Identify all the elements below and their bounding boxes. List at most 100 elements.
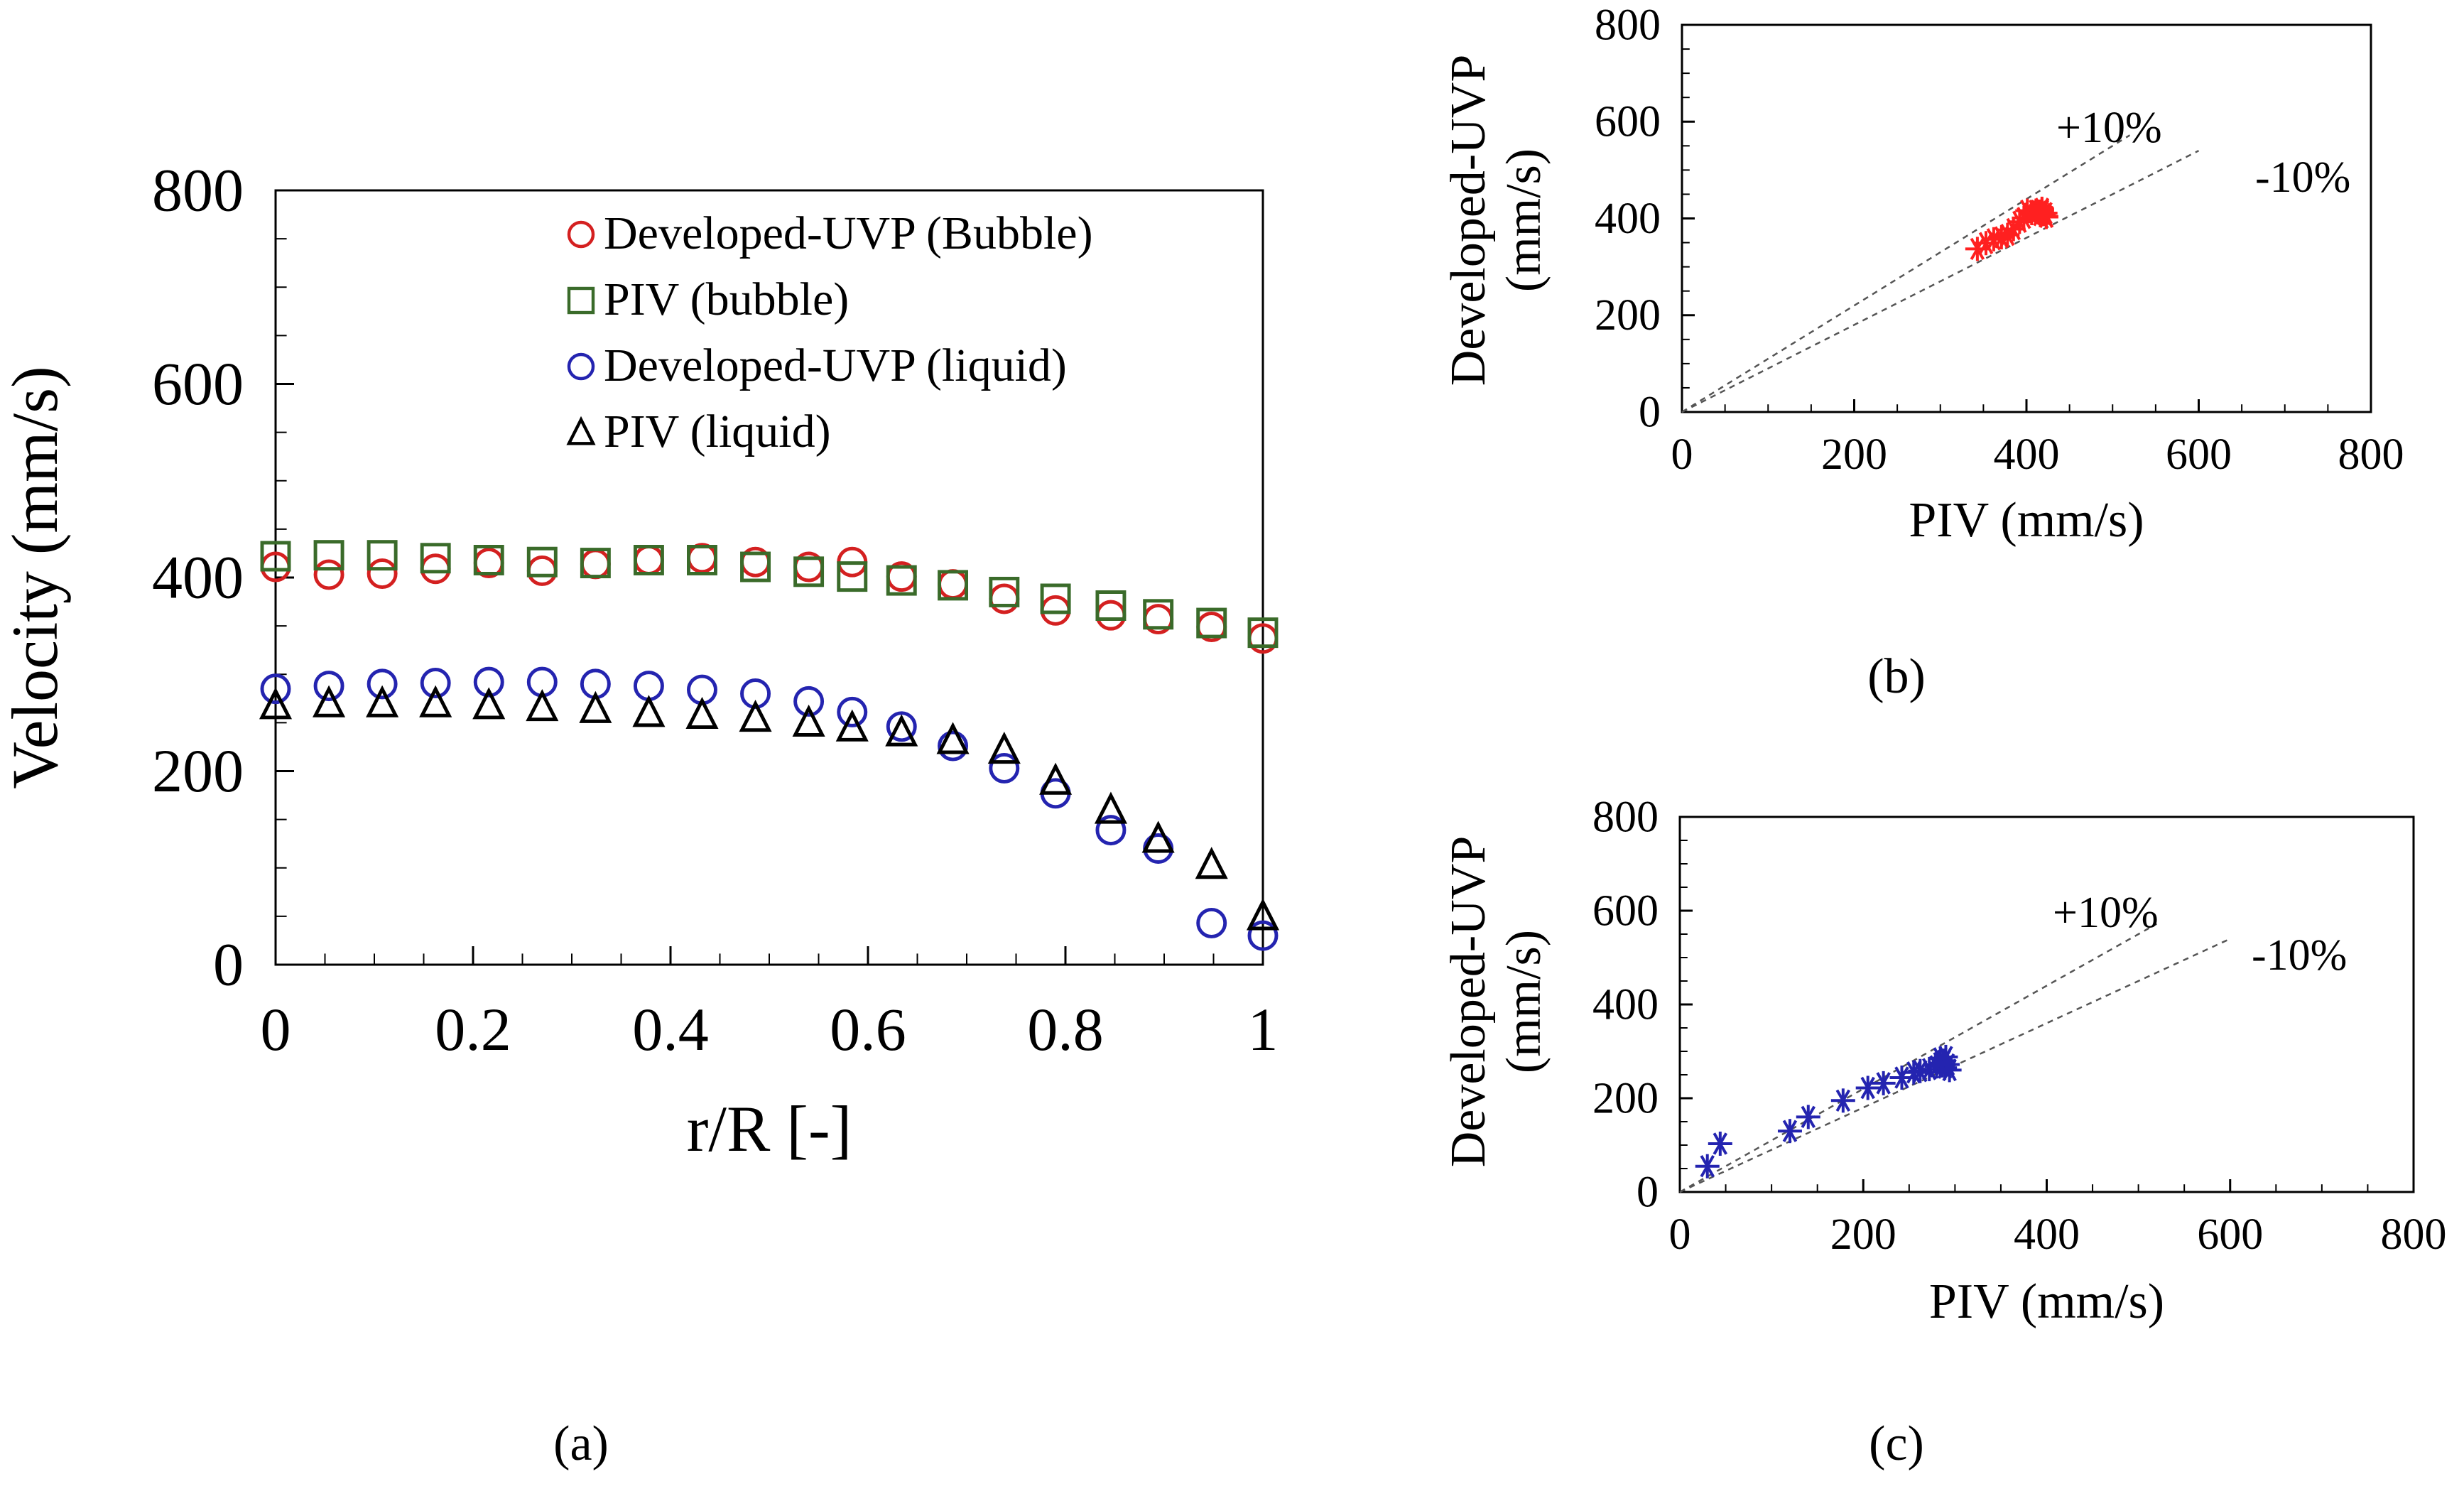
data-point-circle: [793, 686, 825, 717]
data-point-asterisk: [1889, 1065, 1914, 1090]
data-point-circle: [1143, 833, 1174, 864]
x-tick-label: 1: [1248, 995, 1279, 1063]
x-tick-label: 400: [2014, 1210, 2080, 1259]
data-point-triangle: [1141, 820, 1175, 853]
data-point-square: [687, 545, 717, 575]
data-point-triangle: [472, 687, 506, 720]
data-point-circle: [367, 558, 398, 590]
data-point-circle: [260, 673, 291, 705]
x-axis-label: PIV (mm/s): [1909, 493, 2144, 548]
data-point-asterisk: [1871, 1071, 1896, 1095]
annotation-label: +10%: [2053, 889, 2159, 937]
data-point-triangle: [885, 714, 918, 747]
data-point-square: [526, 546, 558, 578]
data-point-triangle: [987, 731, 1021, 764]
data-point-triangle: [526, 689, 559, 722]
y-tick-label: 200: [1592, 1074, 1659, 1122]
data-point-triangle: [739, 700, 772, 732]
data-point-triangle: [936, 722, 970, 754]
chart-panel-c: 0 200 400 600 800 0 200 400 600 800 +10% -10% PIV (m…: [1441, 793, 2447, 1471]
data-point-circle: [420, 668, 451, 698]
data-point-square: [1247, 617, 1279, 649]
reference-line: [1679, 923, 2158, 1193]
y-axis-label-line: Developed-UVP: [1441, 55, 1496, 386]
y-tick-label: 200: [1595, 291, 1661, 340]
panel-caption: (a): [553, 1416, 609, 1471]
data-point-square: [633, 545, 664, 575]
data-point-circle: [938, 730, 969, 762]
series-1: [260, 540, 1279, 649]
legend-entry: Developed-UVP (liquid): [604, 340, 1067, 391]
data-point-square: [313, 540, 344, 571]
data-point-asterisk: [1777, 1119, 1802, 1144]
x-tick-label: 0: [261, 995, 291, 1063]
data-point-circle: [473, 666, 504, 698]
data-point-circle: [1196, 907, 1227, 938]
data-point-square: [580, 548, 611, 579]
data-point-square: [567, 286, 595, 315]
data-point-circle: [938, 569, 969, 600]
data-point-circle: [837, 696, 868, 727]
y-tick-label: 200: [152, 737, 244, 805]
y-tick-label: 600: [1592, 887, 1659, 935]
legend: Developed-UVP (Bubble) PIV (bubble) Develo…: [566, 207, 1093, 457]
x-tick-label: 200: [1830, 1210, 1896, 1259]
data-point-square: [420, 543, 451, 574]
series-2: [260, 666, 1279, 951]
y-tick-label: 0: [213, 930, 244, 998]
data-point-triangle: [566, 416, 596, 445]
data-point-triangle: [1094, 791, 1127, 824]
data-point-asterisk: [1855, 1075, 1880, 1100]
series-3: [259, 685, 1280, 931]
x-tick-label: 800: [2338, 430, 2404, 479]
data-point-circle: [1247, 920, 1279, 951]
data-point-triangle: [1246, 898, 1280, 931]
data-point-triangle: [366, 685, 399, 717]
x-tick-label: 0.4: [632, 995, 709, 1063]
data-point-circle: [567, 220, 595, 249]
y-axis-label-line: Developed-UVP: [1441, 836, 1496, 1168]
y-axis-label: Developed-UVP(mm/s): [1441, 836, 1551, 1168]
data-point-asterisk: [1796, 1105, 1820, 1129]
data-point-asterisk: [1695, 1154, 1720, 1178]
data-point-circle: [367, 668, 398, 700]
data-point-square: [1095, 590, 1127, 621]
data-point-asterisk: [2034, 205, 2058, 229]
annotation-label: -10%: [2252, 931, 2347, 980]
data-point-circle: [1040, 595, 1071, 626]
data-point-square: [938, 570, 969, 601]
data-point-circle: [1095, 815, 1127, 846]
x-tick-label: 400: [1994, 430, 2060, 479]
data-point-triangle: [685, 696, 719, 730]
y-tick-label: 800: [1595, 1, 1661, 49]
data-point-square: [1040, 583, 1071, 614]
reference-line: [1681, 134, 2131, 413]
data-point-triangle: [259, 687, 293, 720]
y-axis-label: Velocity (mm/s): [0, 366, 71, 789]
data-point-circle: [989, 583, 1020, 614]
legend-entry: PIV (bubble): [604, 273, 849, 325]
data-point-triangle: [835, 709, 869, 742]
data-point-triangle: [579, 690, 612, 723]
y-tick-label: 600: [152, 349, 244, 418]
y-tick-label: 0: [1637, 1168, 1659, 1216]
x-tick-label: 200: [1821, 430, 1887, 479]
data-point-circle: [313, 559, 344, 590]
y-tick-label: 400: [152, 543, 244, 611]
chart-panel-b: 0 200 400 600 800 0 200 400 600 800 +10% -10% PIV (m…: [1441, 1, 2404, 704]
data-point-asterisk: [1830, 1088, 1855, 1113]
x-axis-label: r/R [-]: [687, 1093, 852, 1165]
data-point-circle: [420, 553, 451, 585]
y-tick-label: 400: [1595, 195, 1661, 243]
y-axis-label-line: (mm/s): [1497, 930, 1551, 1073]
panel-caption: (b): [1867, 649, 1926, 704]
y-axis-label: Developed-UVP(mm/s): [1441, 55, 1551, 386]
legend-entry: PIV (liquid): [604, 406, 831, 457]
data-point-triangle: [313, 685, 346, 717]
y-tick-label: 800: [1592, 793, 1659, 841]
panel-caption: (c): [1869, 1416, 1924, 1471]
data-point-circle: [687, 543, 717, 574]
data-point-circle: [313, 671, 344, 702]
annotation-label: -10%: [2255, 153, 2350, 202]
